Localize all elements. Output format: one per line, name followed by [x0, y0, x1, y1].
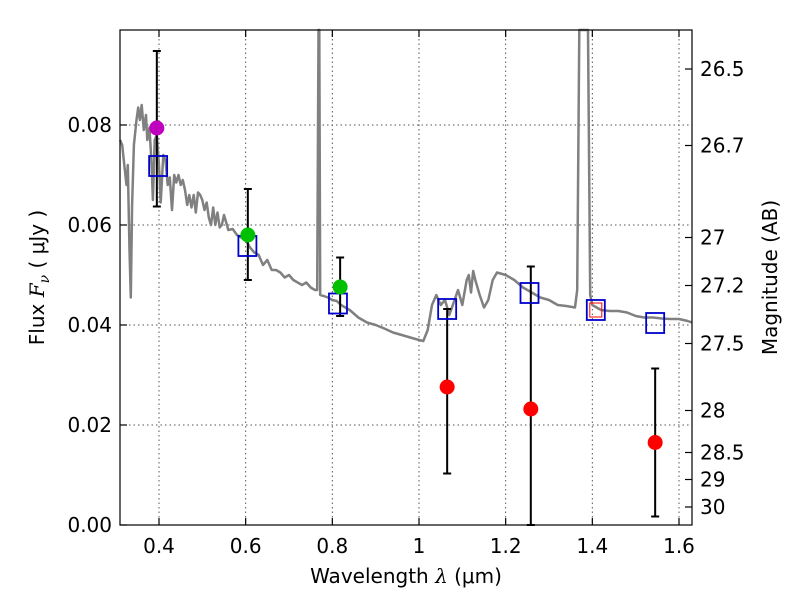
grid-layer [120, 30, 692, 525]
x-axis-ticks: 0.4 0.6 0.8 1 1.2 1.4 1.6 [143, 30, 695, 558]
x-tick-label: 1.2 [490, 534, 522, 558]
observed-flux-layer [149, 120, 663, 450]
magnitude-axis-ticks: 26.5 26.7 27 27.2 27.5 28 28.5 29 30 [685, 57, 745, 519]
x-tick-label: 0.4 [143, 534, 175, 558]
x-axis-label: Wavelength λ (μm) [310, 564, 502, 588]
plot-frame [119, 29, 693, 526]
observed-flux-point [332, 279, 348, 295]
observed-flux-point [523, 401, 539, 417]
magnitude-tick-label: 27 [700, 226, 725, 250]
observed-flux-point [149, 120, 165, 136]
magnitude-axis-label: Magnitude (AB) [758, 200, 782, 355]
spectrum-layer [118, 28, 693, 343]
observed-flux-square [589, 302, 603, 318]
y-tick-label: 0.02 [67, 413, 112, 437]
model-photometry-square [437, 298, 458, 320]
y-tick-label: 0.00 [67, 513, 112, 537]
errorbar-layer [152, 50, 660, 526]
x-tick-label: 0.8 [316, 534, 348, 558]
spectrum-line [118, 28, 693, 343]
model-photometry-square [585, 299, 606, 321]
y-axis-label: Flux Fν ( μJy ) [25, 210, 53, 345]
y-tick-label: 0.06 [67, 213, 112, 237]
x-tick-label: 0.6 [230, 534, 262, 558]
magnitude-tick-label: 29 [700, 468, 725, 492]
observed-flux-point [240, 227, 256, 243]
x-tick-label: 1.6 [663, 534, 695, 558]
y-tick-label: 0.04 [67, 313, 112, 337]
magnitude-tick-label: 27.5 [700, 332, 745, 356]
x-tick-label: 1.4 [576, 534, 608, 558]
model-photometry-square [645, 312, 666, 334]
x-tick-label: 1 [413, 534, 426, 558]
model-photometry-layer [148, 155, 666, 334]
y-axis-ticks: 0.00 0.02 0.04 0.06 0.08 [67, 113, 127, 537]
magnitude-tick-label: 30 [700, 495, 725, 519]
y-tick-label: 0.08 [67, 113, 112, 137]
model-photometry-square [519, 282, 540, 304]
observed-flux-point [439, 379, 455, 395]
magnitude-tick-label: 27.2 [700, 274, 745, 298]
magnitude-tick-label: 28 [700, 399, 725, 423]
model-photometry-square [148, 155, 169, 177]
magnitude-tick-label: 26.5 [700, 57, 745, 81]
observed-flux-point [647, 435, 663, 450]
magnitude-tick-label: 26.7 [700, 134, 745, 158]
magnitude-tick-label: 28.5 [700, 441, 745, 465]
